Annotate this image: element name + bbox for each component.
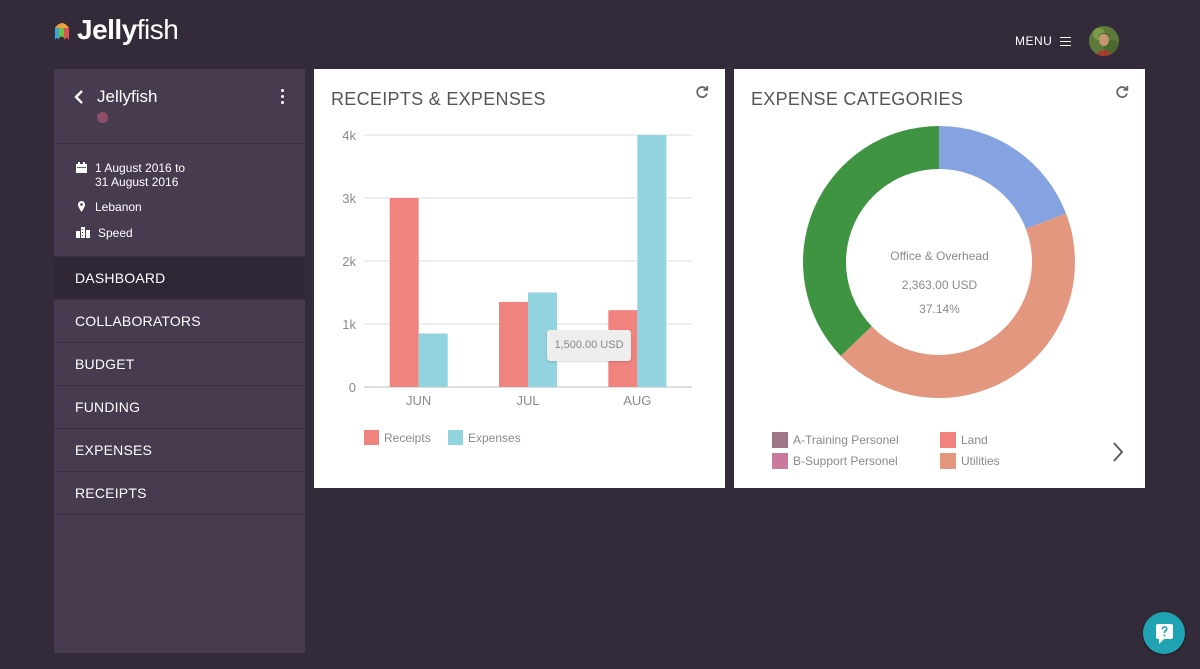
donut-center-value: 2,363.00 USD bbox=[901, 278, 978, 292]
logo-text-thin: fish bbox=[136, 14, 179, 45]
nav-budget[interactable]: BUDGET bbox=[54, 343, 305, 386]
legend-expenses[interactable]: Expenses bbox=[448, 430, 521, 445]
avatar-image bbox=[1089, 26, 1119, 56]
category: Speed bbox=[98, 226, 133, 240]
legend-b-support-swatch bbox=[772, 453, 788, 469]
expense-categories-card: EXPENSE CATEGORIES Office & Overhead 2,3… bbox=[734, 69, 1145, 488]
x-tick-label: JUL bbox=[516, 393, 539, 408]
more-options-icon[interactable] bbox=[276, 88, 288, 106]
legend-expenses-swatch bbox=[448, 430, 463, 445]
expense-categories-chart bbox=[803, 126, 1075, 398]
sidebar-nav: DASHBOARD COLLABORATORS BUDGET FUNDING E… bbox=[54, 257, 305, 515]
sidebar-header: Jellyfish bbox=[54, 69, 305, 144]
legend-a-training-swatch bbox=[772, 432, 788, 448]
calendar-icon bbox=[76, 162, 87, 173]
menu-label: MENU bbox=[1015, 34, 1053, 48]
project-info: 1 August 2016 to 31 August 2016 Lebanon … bbox=[54, 144, 305, 257]
location-pin-icon bbox=[78, 201, 85, 212]
x-tick-label: JUN bbox=[406, 393, 431, 408]
jellyfish-logo-icon bbox=[55, 23, 69, 40]
nav-collaborators[interactable]: COLLABORATORS bbox=[54, 300, 305, 343]
menu-button[interactable]: MENU bbox=[1015, 34, 1072, 48]
legend-utilities-swatch bbox=[940, 453, 956, 469]
legend-a-training[interactable]: A-Training Personel bbox=[772, 432, 899, 448]
date-range: 1 August 2016 to 31 August 2016 bbox=[95, 161, 185, 189]
y-tick-label: 3k bbox=[342, 191, 356, 206]
legend-receipts[interactable]: Receipts bbox=[364, 430, 431, 445]
nav-receipts[interactable]: RECEIPTS bbox=[54, 472, 305, 515]
help-button[interactable] bbox=[1143, 612, 1185, 654]
legend-utilities[interactable]: Utilities bbox=[940, 453, 1000, 469]
donut-slice-office-overhead[interactable] bbox=[803, 126, 939, 356]
bar-expenses-jun[interactable] bbox=[418, 333, 448, 387]
sidebar: Jellyfish 1 August 2016 to 31 August 201… bbox=[54, 69, 305, 653]
chevron-right-icon[interactable] bbox=[1112, 441, 1124, 463]
location: Lebanon bbox=[95, 200, 142, 214]
app-logo[interactable]: Jellyfish bbox=[53, 14, 179, 46]
bar-receipts-jul[interactable] bbox=[499, 301, 528, 387]
legend-receipts-swatch bbox=[364, 430, 379, 445]
refresh-icon[interactable] bbox=[1115, 85, 1129, 99]
x-tick-label: AUG bbox=[623, 393, 651, 408]
y-tick-label: 2k bbox=[342, 254, 356, 269]
legend-a-training-label: A-Training Personel bbox=[793, 433, 899, 447]
legend-b-support[interactable]: B-Support Personel bbox=[772, 453, 898, 469]
legend-land[interactable]: Land bbox=[940, 432, 988, 448]
help-chat-icon bbox=[1156, 624, 1173, 644]
user-avatar[interactable] bbox=[1089, 26, 1119, 56]
logo-text: Jellyfish bbox=[77, 14, 179, 46]
chart-tooltip: 1,500.00 USD bbox=[547, 330, 631, 361]
logo-text-bold: Jelly bbox=[77, 14, 137, 45]
receipts-expenses-chart: 0 1k 2k 3k 4k JUN JUL AUG bbox=[342, 128, 692, 408]
nav-expenses[interactable]: EXPENSES bbox=[54, 429, 305, 472]
y-tick-label: 0 bbox=[349, 380, 356, 395]
location-row: Lebanon bbox=[76, 200, 142, 214]
legend-expenses-label: Expenses bbox=[468, 430, 521, 445]
donut-slice-blue[interactable] bbox=[939, 126, 1067, 229]
receipts-expenses-card: 0 1k 2k 3k 4k JUN JUL AUG RECEIPTS & EXPENSES 1… bbox=[314, 69, 725, 488]
y-tick-label: 4k bbox=[342, 128, 356, 143]
refresh-icon[interactable] bbox=[695, 85, 709, 99]
bar-expenses-aug[interactable] bbox=[637, 135, 667, 387]
legend-land-swatch bbox=[940, 432, 956, 448]
buildings-icon bbox=[76, 227, 90, 238]
receipts-expenses-title: RECEIPTS & EXPENSES bbox=[331, 89, 546, 109]
legend-receipts-label: Receipts bbox=[384, 430, 431, 445]
hamburger-icon bbox=[1060, 36, 1072, 46]
bar-receipts-jun[interactable] bbox=[389, 198, 419, 387]
date-range-row: 1 August 2016 to 31 August 2016 bbox=[76, 161, 185, 189]
date-range-start: 1 August 2016 to bbox=[95, 161, 186, 175]
category-row: Speed bbox=[76, 226, 133, 240]
project-title: Jellyfish bbox=[97, 87, 158, 106]
y-tick-label: 1k bbox=[342, 317, 356, 332]
chevron-left-icon[interactable] bbox=[72, 88, 86, 106]
expense-categories-title: EXPENSE CATEGORIES bbox=[751, 89, 964, 109]
donut-center-label: Office & Overhead bbox=[890, 249, 989, 263]
legend-b-support-label: B-Support Personel bbox=[793, 454, 898, 468]
legend-utilities-label: Utilities bbox=[961, 454, 1000, 468]
nav-dashboard[interactable]: DASHBOARD bbox=[54, 257, 305, 300]
status-dot bbox=[97, 112, 108, 123]
nav-funding[interactable]: FUNDING bbox=[54, 386, 305, 429]
donut-slice-salmon[interactable] bbox=[840, 213, 1075, 398]
donut-center-percent: 37.14% bbox=[919, 302, 960, 316]
date-range-end: 31 August 2016 bbox=[95, 175, 179, 189]
legend-land-label: Land bbox=[961, 433, 988, 447]
